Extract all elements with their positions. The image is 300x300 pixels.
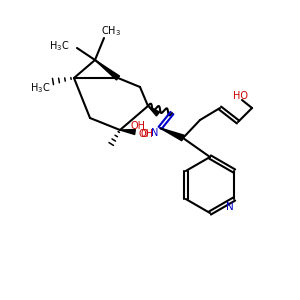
Text: N: N bbox=[151, 128, 159, 138]
Text: CH$_3$: CH$_3$ bbox=[101, 24, 121, 38]
Text: N: N bbox=[226, 202, 234, 212]
Text: OH: OH bbox=[130, 121, 146, 131]
Polygon shape bbox=[120, 130, 135, 134]
Polygon shape bbox=[160, 128, 184, 141]
Text: H$_3$C: H$_3$C bbox=[49, 39, 69, 53]
Polygon shape bbox=[148, 106, 160, 116]
Text: H$_3$C: H$_3$C bbox=[30, 81, 50, 95]
Text: HO: HO bbox=[232, 91, 247, 101]
Text: O: O bbox=[140, 129, 148, 139]
Text: OH: OH bbox=[139, 129, 154, 139]
Polygon shape bbox=[95, 60, 119, 80]
